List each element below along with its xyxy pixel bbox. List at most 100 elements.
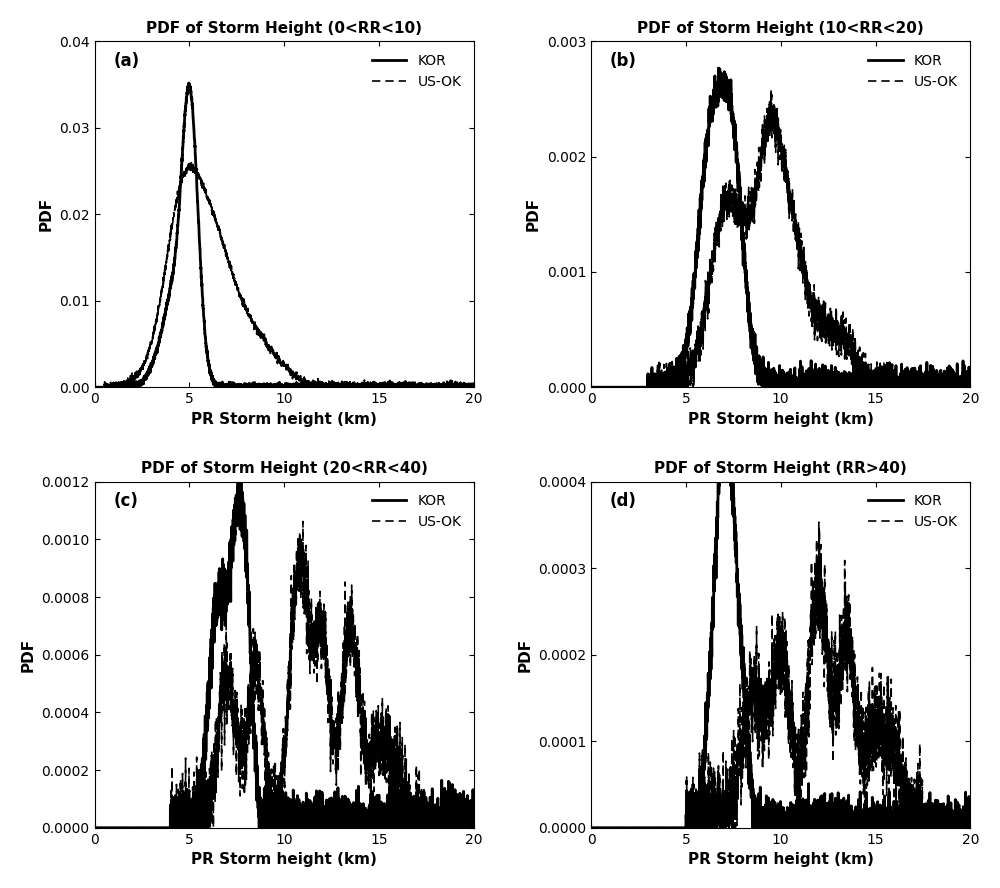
KOR [934, 822, 946, 833]
KOR [468, 804, 480, 814]
Y-axis label: PDF: PDF [526, 197, 541, 231]
US-OK [934, 382, 946, 392]
US-OK [456, 822, 468, 833]
US-OK [456, 382, 468, 392]
Line: KOR: KOR [591, 68, 970, 387]
KOR [861, 382, 873, 392]
Y-axis label: PDF: PDF [517, 638, 532, 672]
US-OK [934, 822, 946, 833]
KOR [88, 822, 100, 833]
US-OK [88, 382, 100, 392]
KOR [456, 379, 468, 390]
KOR [745, 763, 757, 773]
US-OK [437, 822, 449, 833]
US-OK [88, 822, 100, 833]
US-OK [765, 83, 777, 94]
US-OK [248, 324, 260, 335]
KOR [934, 377, 946, 387]
US-OK [468, 822, 480, 833]
US-OK [744, 202, 756, 213]
KOR [861, 817, 873, 828]
KOR [248, 733, 260, 743]
US-OK [185, 157, 197, 168]
Title: PDF of Storm Height (20<RR<40): PDF of Storm Height (20<RR<40) [141, 462, 428, 476]
KOR [234, 469, 246, 480]
KOR [964, 799, 976, 810]
KOR [251, 381, 263, 392]
Title: PDF of Storm Height (10<RR<20): PDF of Storm Height (10<RR<20) [637, 20, 924, 36]
US-OK [953, 822, 965, 833]
KOR [88, 382, 100, 392]
US-OK [437, 382, 449, 392]
KOR [585, 822, 597, 833]
Y-axis label: PDF: PDF [21, 638, 36, 672]
KOR [468, 380, 480, 391]
Line: US-OK: US-OK [94, 521, 474, 828]
US-OK [861, 370, 873, 381]
X-axis label: PR Storm height (km): PR Storm height (km) [688, 852, 874, 868]
US-OK [251, 659, 263, 670]
KOR [269, 382, 281, 392]
US-OK [364, 768, 376, 779]
Line: KOR: KOR [94, 474, 474, 828]
KOR [251, 787, 263, 797]
US-OK [747, 190, 759, 201]
KOR [364, 381, 376, 392]
KOR [248, 379, 260, 390]
KOR [712, 63, 724, 74]
US-OK [953, 382, 965, 392]
X-axis label: PR Storm height (km): PR Storm height (km) [191, 852, 377, 868]
KOR [269, 822, 281, 833]
US-OK [585, 382, 597, 392]
US-OK [765, 722, 777, 733]
US-OK [269, 758, 281, 769]
US-OK [468, 381, 480, 392]
KOR [456, 816, 468, 827]
US-OK [765, 116, 777, 127]
Text: (c): (c) [113, 492, 138, 510]
KOR [765, 364, 777, 375]
KOR [437, 802, 449, 813]
Line: US-OK: US-OK [591, 522, 970, 828]
X-axis label: PR Storm height (km): PR Storm height (km) [191, 412, 377, 426]
US-OK [364, 379, 376, 390]
KOR [437, 380, 449, 391]
US-OK [964, 822, 976, 833]
US-OK [251, 321, 263, 331]
US-OK [248, 698, 260, 709]
Y-axis label: PDF: PDF [38, 197, 53, 231]
KOR [364, 822, 376, 833]
Legend: KOR, US-OK: KOR, US-OK [863, 48, 963, 94]
KOR [953, 822, 965, 833]
Line: US-OK: US-OK [591, 89, 970, 387]
Text: (d): (d) [610, 492, 637, 510]
Legend: KOR, US-OK: KOR, US-OK [863, 488, 963, 535]
US-OK [269, 351, 281, 361]
Line: US-OK: US-OK [94, 163, 474, 387]
KOR [183, 78, 195, 89]
KOR [964, 382, 976, 392]
KOR [765, 816, 777, 827]
US-OK [964, 382, 976, 392]
Text: (a): (a) [113, 52, 140, 69]
X-axis label: PR Storm height (km): PR Storm height (km) [688, 412, 874, 426]
KOR [748, 789, 760, 800]
US-OK [861, 755, 873, 765]
Text: (b): (b) [610, 52, 637, 69]
KOR [953, 378, 965, 389]
Title: PDF of Storm Height (RR>40): PDF of Storm Height (RR>40) [654, 462, 907, 476]
Title: PDF of Storm Height (0<RR<10): PDF of Storm Height (0<RR<10) [146, 20, 422, 36]
KOR [585, 382, 597, 392]
US-OK [297, 516, 309, 527]
Line: KOR: KOR [591, 398, 970, 828]
US-OK [747, 678, 759, 689]
US-OK [813, 517, 825, 527]
US-OK [585, 822, 597, 833]
Legend: KOR, US-OK: KOR, US-OK [366, 488, 467, 535]
KOR [748, 344, 760, 354]
KOR [719, 392, 731, 403]
US-OK [744, 671, 756, 682]
Legend: KOR, US-OK: KOR, US-OK [366, 48, 467, 94]
KOR [745, 332, 757, 343]
Line: KOR: KOR [94, 83, 474, 387]
